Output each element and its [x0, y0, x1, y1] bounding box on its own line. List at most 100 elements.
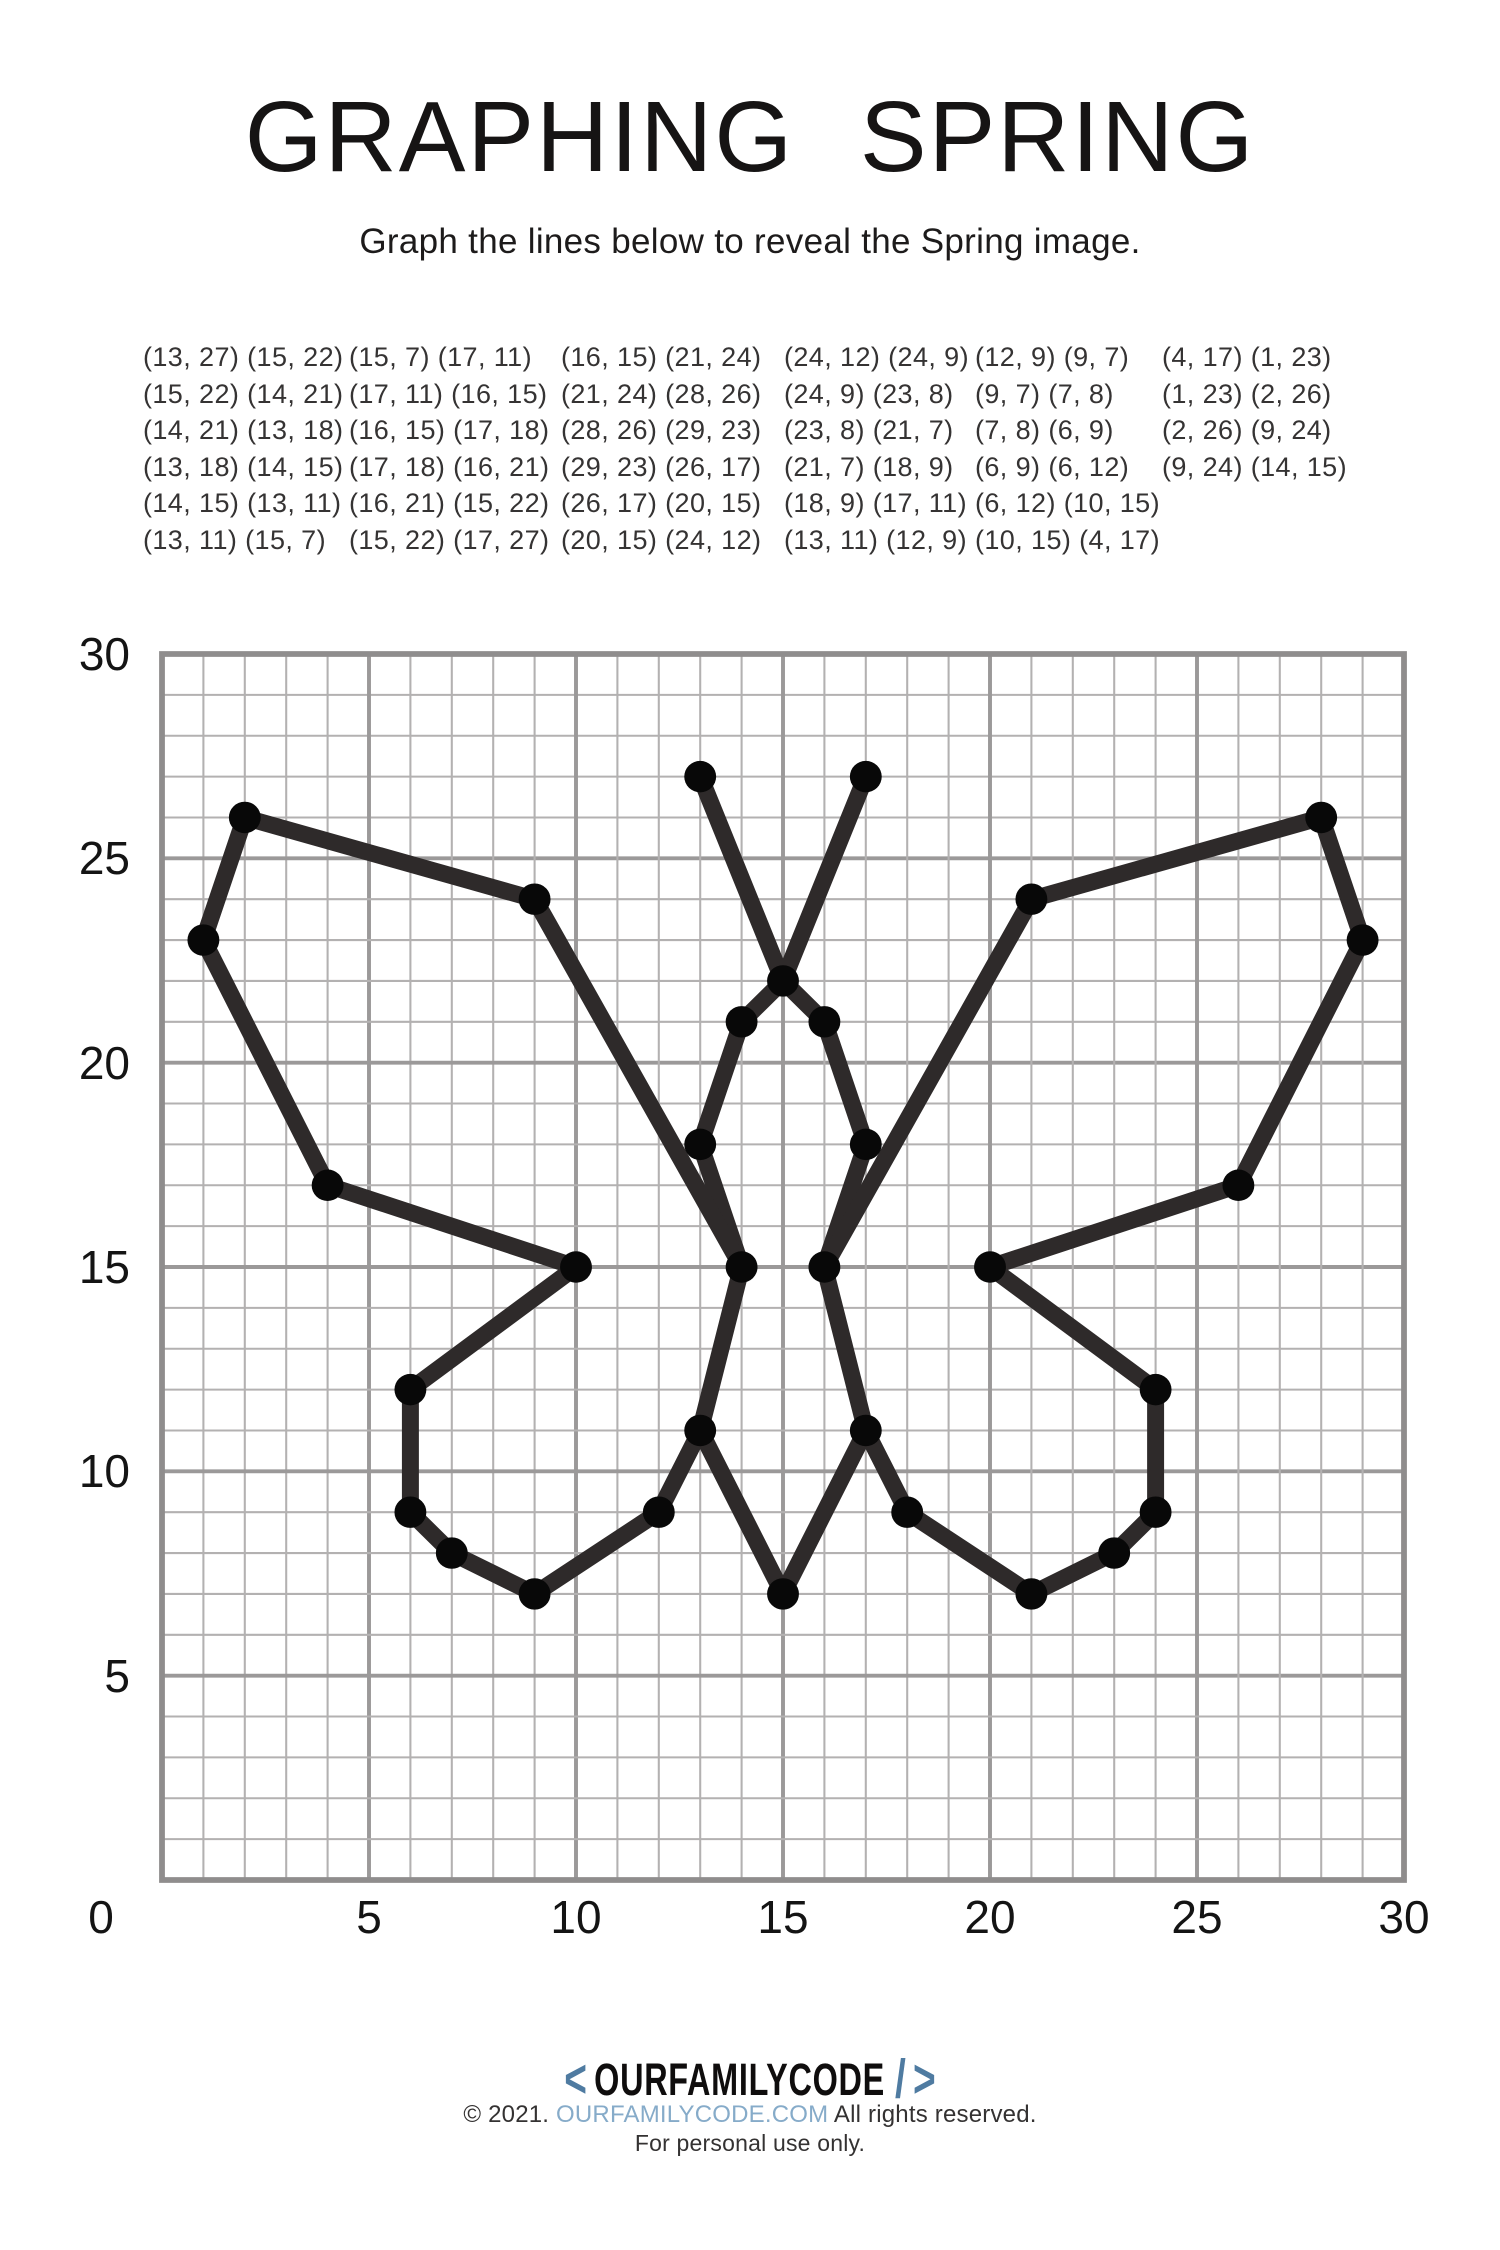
coordinate-pair: (16, 15) (17, 18): [349, 415, 550, 446]
coordinate-pair: (15, 7) (17, 11): [349, 342, 532, 372]
figure-segment: [691, 1258, 751, 1439]
grid-border: [159, 651, 1407, 1883]
figure-vertex-dot: [1015, 1578, 1048, 1610]
coordinate-pair: (13, 11) (15, 7): [143, 524, 326, 555]
coordinate-pair: (28, 26) (29, 23): [561, 415, 762, 446]
y-axis-tick-label: 5: [104, 1649, 130, 1702]
figure-vertex-dot: [1139, 1373, 1172, 1406]
ourfamilycode-logo: < OURFAMILYCODE / >: [210, 2052, 1290, 2106]
coordinate-pair: (21, 7) (18, 9): [784, 451, 954, 482]
figure-vertex-dot: [808, 1006, 841, 1038]
figure-vertex-dot: [1098, 1537, 1131, 1569]
figure-segment: [194, 931, 337, 1194]
x-axis-tick-label: 10: [550, 1891, 602, 1943]
coordinate-pair: (4, 17) (1, 23): [1162, 342, 1332, 372]
figure-segment: [981, 1176, 1247, 1276]
figure-vertex-dot: [767, 1578, 799, 1610]
coordinate-pair: (14, 21) (13, 18): [143, 415, 344, 446]
coordinate-column: (24, 12) (24, 9) (24, 9) (23, 8) (23, 8) (…: [784, 339, 969, 559]
coordinate-pair: (7, 8) (6, 9): [975, 415, 1114, 446]
x-axis-tick-label: 15: [757, 1891, 809, 1943]
coordinate-grid: [159, 651, 1407, 1883]
figure-vertex-dot: [560, 1251, 592, 1283]
coordinate-pair: (9, 24) (14, 15): [1162, 451, 1347, 482]
figure-segment: [774, 768, 875, 990]
figure-vertex-dot: [518, 883, 551, 915]
figure-segment: [691, 768, 792, 990]
figure-vertex-dot: [1015, 883, 1048, 915]
figure-vertex-dot: [849, 1414, 882, 1447]
website-link[interactable]: OURFAMILYCODE.COM: [556, 2101, 829, 2128]
x-axis-tick-label: 5: [356, 1891, 382, 1943]
figure-vertex-dot: [684, 760, 717, 793]
figure-segment: [774, 1422, 875, 1603]
coordinate-pair: (26, 17) (20, 15): [561, 488, 762, 519]
figure-vertex-dot: [311, 1169, 344, 1202]
coordinate-column: (13, 27) (15, 22) (15, 22) (14, 21) (14, 2…: [143, 339, 343, 559]
figure-vertex-dot: [725, 1251, 758, 1283]
figure-segment: [815, 1013, 875, 1153]
coordinate-pair: (13, 11) (12, 9): [784, 524, 967, 555]
figure-vertex-dot: [767, 965, 799, 997]
figure-segment: [401, 1258, 585, 1398]
page-title: GRAPHING SPRING: [244, 81, 1256, 193]
coordinate-pair: (12, 9) (9, 7): [975, 342, 1130, 372]
coordinate-pair: (24, 9) (23, 8): [784, 378, 954, 409]
coordinate-pair: (13, 27) (15, 22): [143, 342, 344, 372]
coordinate-pair: (14, 15) (13, 11): [143, 488, 342, 519]
coordinate-pair: (17, 18) (16, 21): [349, 451, 550, 482]
figure-vertex-dot: [435, 1537, 468, 1569]
coordinate-column: (15, 7) (17, 11) (17, 11) (16, 15) (16, 15…: [349, 339, 549, 559]
figure-segment: [815, 1258, 875, 1439]
copyright-year-text: © 2021.: [463, 2101, 557, 2128]
y-axis-tick-label: 30: [78, 628, 130, 680]
figure-vertex-dot: [394, 1496, 427, 1528]
coordinate-pair: (24, 12) (24, 9): [784, 342, 969, 372]
coordinate-pair: (21, 24) (28, 26): [561, 378, 762, 409]
figure-segment: [319, 1176, 585, 1276]
coordinate-pair: (16, 21) (15, 22): [349, 488, 550, 519]
figure-vertex-dot: [725, 1006, 758, 1038]
figure-segment: [526, 890, 751, 1276]
y-axis-tick-label: 10: [78, 1445, 130, 1498]
logo-slash-icon: /: [895, 2049, 906, 2109]
y-axis-tick-label: 20: [78, 1036, 130, 1089]
coordinate-pair: (29, 23) (26, 17): [561, 451, 762, 482]
x-axis-tick-label: 25: [1171, 1891, 1223, 1943]
logo-text: OURFAMILYCODE: [594, 2053, 885, 2105]
coordinate-pair: (1, 23) (2, 26): [1162, 378, 1332, 409]
figure-segment: [981, 1258, 1165, 1398]
logo-close-bracket-icon: >: [913, 2049, 936, 2109]
figure-vertex-dot: [684, 1414, 717, 1447]
figure-vertex-dot: [394, 1373, 427, 1406]
figure-segment: [815, 890, 1040, 1276]
figure-vertex-dot: [228, 801, 261, 834]
coordinate-pair: (15, 22) (17, 27): [349, 524, 550, 555]
coordinate-pair: (15, 22) (14, 21): [143, 378, 344, 409]
coordinate-column: (12, 9) (9, 7) (9, 7) (7, 8) (7, 8) (6, 9)…: [975, 339, 1160, 559]
coordinate-pair: (13, 18) (14, 15): [143, 451, 344, 482]
coordinate-pair: (10, 15) (4, 17): [975, 524, 1160, 555]
figure-vertex-dot: [849, 1128, 882, 1161]
figure-vertex-dot: [1346, 924, 1379, 956]
coordinate-pair: (18, 9) (17, 11): [784, 488, 967, 519]
coordinate-pair: (6, 9) (6, 12): [975, 451, 1130, 482]
figure-vertex-dot: [849, 760, 882, 793]
figure-segment: [1312, 809, 1372, 949]
coordinate-pair: (2, 26) (9, 24): [1162, 415, 1332, 446]
instructions-text: Graph the lines below to reveal the Spri…: [359, 222, 1141, 261]
figure-vertex-dot: [684, 1128, 717, 1161]
figure-vertex-dot: [974, 1251, 1006, 1283]
coordinate-column: (4, 17) (1, 23) (1, 23) (2, 26) (2, 26) (9…: [1162, 339, 1347, 485]
figure-segment: [691, 1013, 751, 1153]
coordinate-pair: (17, 11) (16, 15): [349, 378, 548, 409]
coordinate-pair: (6, 12) (10, 15): [975, 488, 1160, 519]
logo-open-bracket-icon: <: [564, 2049, 587, 2109]
figure-segment: [526, 1503, 668, 1603]
figure-segment: [1022, 809, 1330, 908]
coordinate-pair: (20, 15) (24, 12): [561, 524, 762, 555]
figure-vertex-dot: [808, 1251, 841, 1283]
coordinate-pair: (23, 8) (21, 7): [784, 415, 954, 446]
y-axis-tick-label: 25: [78, 832, 130, 885]
